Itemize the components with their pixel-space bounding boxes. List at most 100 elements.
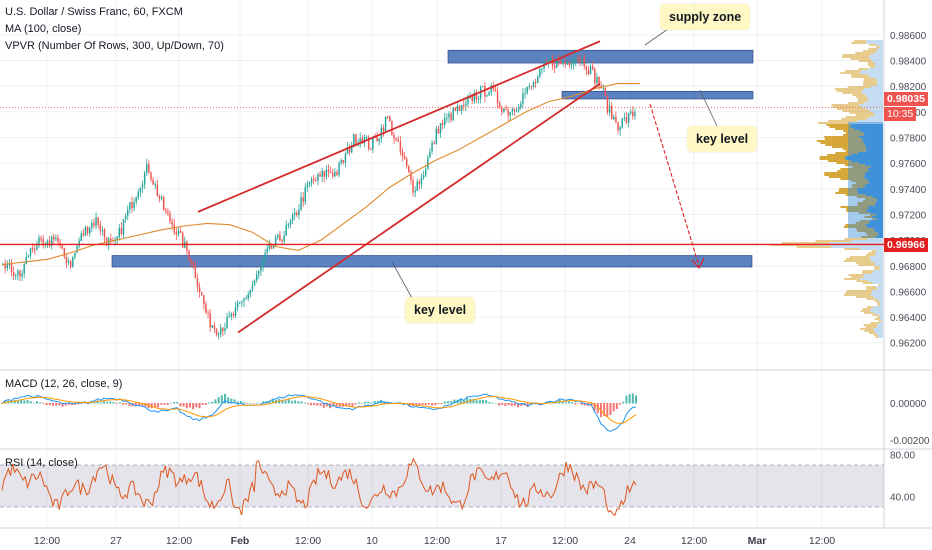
macd-histogram-bar <box>303 402 306 404</box>
macd-histogram-bar <box>220 395 223 404</box>
vpvr-bar-down <box>851 42 867 44</box>
candle-body <box>219 327 222 335</box>
candle-body <box>505 108 507 111</box>
vpvr-bar-down <box>817 122 850 124</box>
callout-pointer <box>699 89 718 127</box>
time-tick-label: 12:00 <box>809 535 835 547</box>
vpvr-bar-down <box>849 112 873 114</box>
macd-histogram-bar <box>619 403 622 405</box>
candle-body <box>137 191 140 198</box>
candle-body <box>131 202 133 209</box>
vpvr-bar-down <box>867 62 876 64</box>
vpvr-bar-up <box>871 60 883 62</box>
candle-body <box>29 247 32 256</box>
vpvr-bar-down <box>849 256 870 258</box>
macd-histogram-bar <box>526 403 529 407</box>
candle-body <box>270 243 273 249</box>
candle-body <box>393 134 395 139</box>
candle-body <box>437 128 440 134</box>
candle-body <box>306 184 309 188</box>
candle-body <box>21 273 23 277</box>
price-axis: 0.986000.984000.982000.980000.978000.976… <box>890 31 927 350</box>
candle-body <box>177 231 180 235</box>
candle-body <box>205 303 207 313</box>
macd-histogram-bar <box>494 402 497 404</box>
time-tick-label: 12:00 <box>166 535 192 547</box>
vpvr-bar-up <box>876 218 883 220</box>
candle-body <box>412 180 414 193</box>
vpvr-bar-up <box>864 142 883 144</box>
vpvr-bar-down <box>862 272 872 274</box>
candle-body <box>200 292 203 296</box>
candle-body <box>232 313 235 316</box>
vpvr-bar-down <box>824 172 866 174</box>
candle-body <box>88 227 91 234</box>
candle-body <box>279 234 281 241</box>
time-tick-label: 12:00 <box>424 535 450 547</box>
macd-histogram-bar <box>466 398 469 404</box>
vpvr-bar-down <box>796 246 832 248</box>
macd-histogram-bar <box>137 403 140 407</box>
macd-histogram-bar <box>179 403 182 407</box>
macd-histogram-bar <box>297 401 300 404</box>
candle-body <box>215 328 218 335</box>
vpvr-bar-up <box>866 108 883 110</box>
macd-histogram-bar <box>115 403 118 404</box>
candle-body <box>36 245 38 250</box>
vpvr-bar-up <box>874 330 883 332</box>
vpvr-bar-down <box>855 182 869 184</box>
candle-body <box>14 275 17 277</box>
macd-histogram-bar <box>437 403 440 405</box>
vpvr-bar-up <box>872 196 883 198</box>
candle-body <box>190 259 192 263</box>
vpvr-bar-up <box>875 254 883 256</box>
vpvr-bar-up <box>870 166 883 168</box>
vpvr-bar-up <box>866 148 883 150</box>
candle-body <box>496 91 499 104</box>
candle-body <box>351 145 353 153</box>
support-price-tag: 0.96966 <box>884 238 928 252</box>
macd-histogram-bar <box>313 403 316 406</box>
signal-line <box>1 395 637 424</box>
vpvr-bar-up <box>865 184 883 186</box>
macd-histogram-bar <box>1 403 3 404</box>
candle-body <box>363 137 366 144</box>
vpvr-bar-down <box>852 94 866 96</box>
macd-histogram-bar <box>294 400 297 404</box>
candle-body <box>319 174 321 177</box>
candle-body <box>272 245 275 249</box>
candle-body <box>594 69 596 83</box>
candle-body <box>300 197 302 210</box>
vpvr-bar-up <box>863 132 883 134</box>
vpvr-bar-up <box>857 120 883 122</box>
macd-histogram-bar <box>233 399 236 404</box>
candle-body <box>120 227 123 235</box>
vpvr-bar-up <box>876 84 883 86</box>
macd-histogram-bar <box>478 400 481 404</box>
vpvr-bar-up <box>867 98 883 100</box>
vpvr-bar-up <box>831 246 883 248</box>
candle-body <box>348 147 351 153</box>
macd-histogram-bar <box>39 402 42 404</box>
candle-body <box>401 151 404 157</box>
candle-body <box>568 62 571 66</box>
vpvr-bar-up <box>859 278 883 280</box>
candle-body <box>501 107 503 112</box>
vpvr-bar-down <box>878 284 881 286</box>
candle-body <box>247 294 249 299</box>
candle-body <box>608 105 611 113</box>
vpvr-bar-down <box>840 72 861 74</box>
candle-body <box>84 227 87 236</box>
vpvr-bar-down <box>844 70 861 72</box>
candle-body <box>606 96 609 113</box>
symbol-title: U.S. Dollar / Swiss Franc, 60, FXCM <box>5 6 183 18</box>
candle-body <box>450 113 452 121</box>
vpvr-bar-up <box>865 164 883 166</box>
vpvr-bar-up <box>877 288 883 290</box>
candle-body <box>433 142 435 144</box>
vpvr-bar-down <box>815 240 852 242</box>
candle-body <box>632 111 634 117</box>
vpvr-bar-up <box>860 70 883 72</box>
vpvr-bar-down <box>855 114 875 116</box>
